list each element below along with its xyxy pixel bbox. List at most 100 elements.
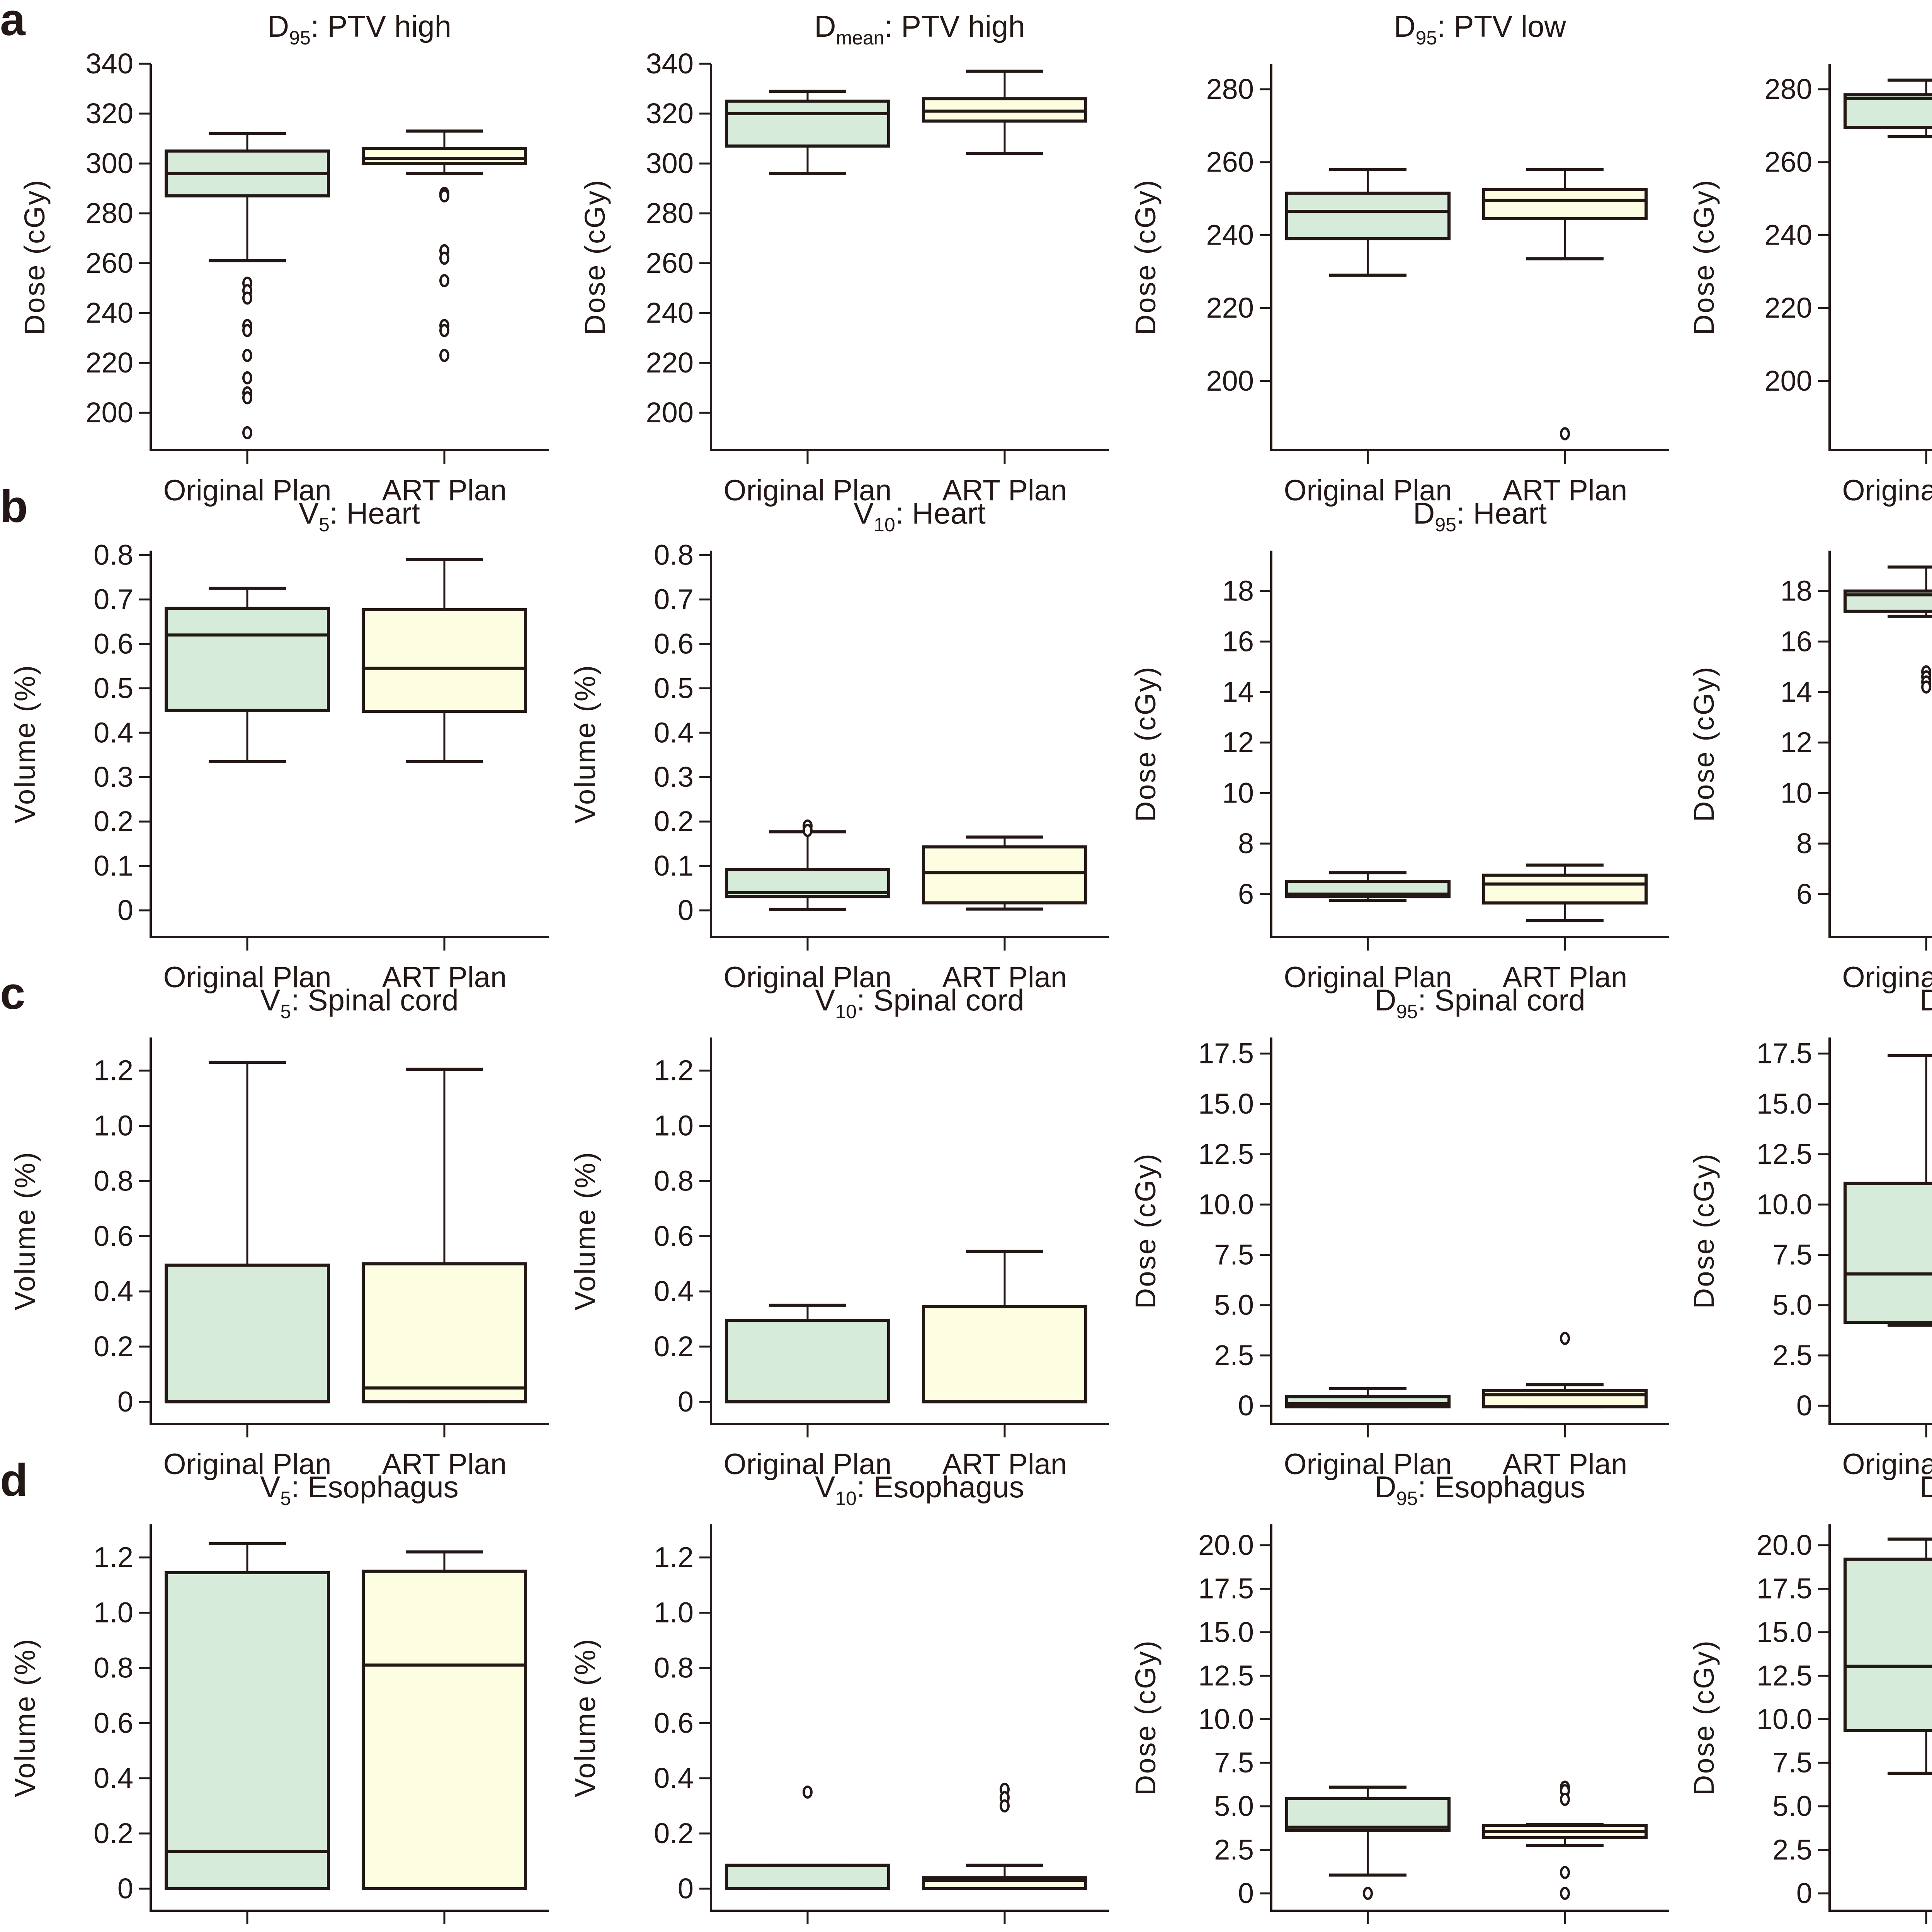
iqr-box	[1285, 191, 1451, 240]
y-tick-label: 17.5	[1757, 1573, 1812, 1605]
boxplot-panel: V5: Heart Volume (%) 0 0.1 0.2 0.3 0.4 0.5 0.6 0.…	[9, 496, 549, 994]
outlier-point	[1560, 427, 1570, 440]
chart-title: D95: PTV low	[1394, 9, 1566, 49]
y-tick-label: 10	[1222, 777, 1254, 809]
iqr-box	[725, 99, 890, 148]
y-tick-label: 300	[86, 147, 133, 179]
chart-title: Dmean: Spinal cord	[1920, 983, 1932, 1022]
box-art-plan	[1482, 168, 1648, 440]
y-tick-label: 220	[86, 347, 133, 379]
y-tick-label: 200	[646, 396, 694, 429]
y-tick-label: 220	[646, 347, 694, 379]
chart-title: V5: Esophagus	[260, 1470, 459, 1509]
y-tick-label: 0.2	[654, 1330, 694, 1362]
boxplot-panel: Dmean: Esophagus Dose (cGy) 0 2.5 5.0 7.5 10.0…	[1688, 1470, 1932, 1924]
y-tick-label: 10.0	[1198, 1188, 1254, 1220]
y-tick-label: 0.4	[654, 1275, 694, 1307]
y-tick-label: 10.0	[1198, 1703, 1254, 1735]
y-tick-label: 320	[86, 97, 133, 129]
iqr-box	[362, 608, 527, 713]
box-original-plan	[725, 1303, 890, 1403]
title-main: D	[1394, 9, 1415, 43]
y-tick-label: 0.2	[94, 805, 133, 837]
y-tick-label: 340	[646, 48, 694, 80]
outlier-point	[1921, 680, 1931, 694]
y-tick-label: 12.5	[1198, 1660, 1254, 1692]
iqr-box	[725, 1319, 890, 1403]
x-tick-label: ART Plan	[942, 474, 1067, 507]
y-tick-label: 18	[1222, 575, 1254, 607]
box-original-plan	[165, 132, 330, 439]
y-tick-label: 260	[646, 247, 694, 279]
x-tick-label: Original Plan	[723, 1448, 891, 1481]
y-axis-label: Dose (cGy)	[1688, 666, 1720, 822]
y-tick-label: 260	[1206, 146, 1254, 178]
y-tick-label: 15.0	[1198, 1088, 1254, 1120]
y-tick-label: 8	[1796, 827, 1812, 859]
y-tick-label: 200	[1765, 365, 1812, 397]
y-tick-label: 1.0	[94, 1110, 133, 1142]
y-tick-label: 7.5	[1772, 1747, 1812, 1779]
outlier-point	[1000, 1799, 1010, 1813]
x-tick-label: ART Plan	[382, 961, 507, 994]
x-tick-label: Original Plan	[1284, 961, 1452, 994]
boxplot-panel: V10: Spinal cord Volume (%) 0 0.2 0.4 0.6 0.8 1…	[569, 983, 1109, 1481]
outlier-point	[1560, 1866, 1570, 1879]
chart-title: D95: Esophagus	[1374, 1470, 1585, 1509]
iqr-box	[1844, 93, 1932, 129]
title-subscript: 95	[1435, 514, 1456, 536]
y-tick-label: 0.2	[654, 1817, 694, 1849]
panel-row-label: b	[0, 481, 28, 532]
boxplot-panel: V10: Heart Volume (%) 0 0.1 0.2 0.3 0.4 0.5 0.6 0…	[569, 496, 1109, 994]
y-tick-label: 0.5	[654, 672, 694, 704]
x-tick-label: Original Plan	[723, 474, 891, 507]
box-art-plan	[922, 835, 1087, 911]
title-main: V	[854, 496, 874, 530]
y-tick-label: 1.2	[94, 1541, 133, 1573]
y-tick-label: 1.0	[654, 1110, 694, 1142]
y-tick-label: 340	[86, 48, 133, 80]
x-tick-label: ART Plan	[1503, 474, 1627, 507]
y-tick-label: 8	[1238, 827, 1254, 859]
title-main: V	[815, 1470, 835, 1504]
y-tick-label: 0.5	[94, 672, 133, 704]
title-subscript: mean	[836, 27, 884, 49]
iqr-box	[165, 1571, 330, 1890]
y-tick-label: 20.0	[1757, 1529, 1812, 1561]
box-original-plan	[1285, 1387, 1451, 1408]
y-tick-label: 220	[1206, 292, 1254, 324]
title-rest: : Heart	[1456, 496, 1547, 530]
y-tick-label: 5.0	[1214, 1289, 1254, 1321]
outlier-point	[1363, 1886, 1373, 1900]
x-tick-label: Original Plan	[163, 474, 331, 507]
y-tick-label: 5.0	[1772, 1790, 1812, 1822]
y-axis-label: Dose (cGy)	[19, 179, 51, 335]
box-art-plan	[362, 129, 527, 362]
title-main: D	[1920, 983, 1932, 1017]
y-axis-label: Volume (%)	[569, 664, 601, 823]
y-tick-label: 7.5	[1214, 1747, 1254, 1779]
y-tick-label: 240	[1206, 219, 1254, 251]
x-tick-label: Original Plan	[1842, 961, 1932, 994]
x-tick-label: Original Plan	[1842, 474, 1932, 507]
x-tick-label: ART Plan	[382, 1448, 507, 1481]
y-tick-label: 15.0	[1198, 1616, 1254, 1648]
y-tick-label: 0.1	[654, 850, 694, 882]
y-tick-label: 280	[1765, 73, 1812, 105]
y-tick-label: 0	[117, 1872, 133, 1905]
y-tick-label: 0	[678, 1872, 694, 1905]
y-tick-label: 240	[1765, 219, 1812, 251]
outlier-point	[1560, 1332, 1570, 1345]
title-rest: : PTV high	[884, 9, 1025, 43]
x-tick-label: Original Plan	[163, 1448, 331, 1481]
y-tick-label: 1.2	[654, 1054, 694, 1087]
y-axis-label: Dose (cGy)	[579, 179, 611, 335]
boxplot-panel: V5: Spinal cord Volume (%) 0 0.2 0.4 0.6 0.8 1.…	[9, 983, 549, 1481]
box-art-plan	[362, 558, 527, 763]
panel-row-label: a	[0, 0, 26, 45]
title-main: D	[1413, 496, 1435, 530]
title-subscript: 10	[835, 1001, 857, 1022]
y-tick-label: 220	[1765, 292, 1812, 324]
box-original-plan	[725, 89, 890, 175]
iqr-box	[1482, 1389, 1648, 1408]
